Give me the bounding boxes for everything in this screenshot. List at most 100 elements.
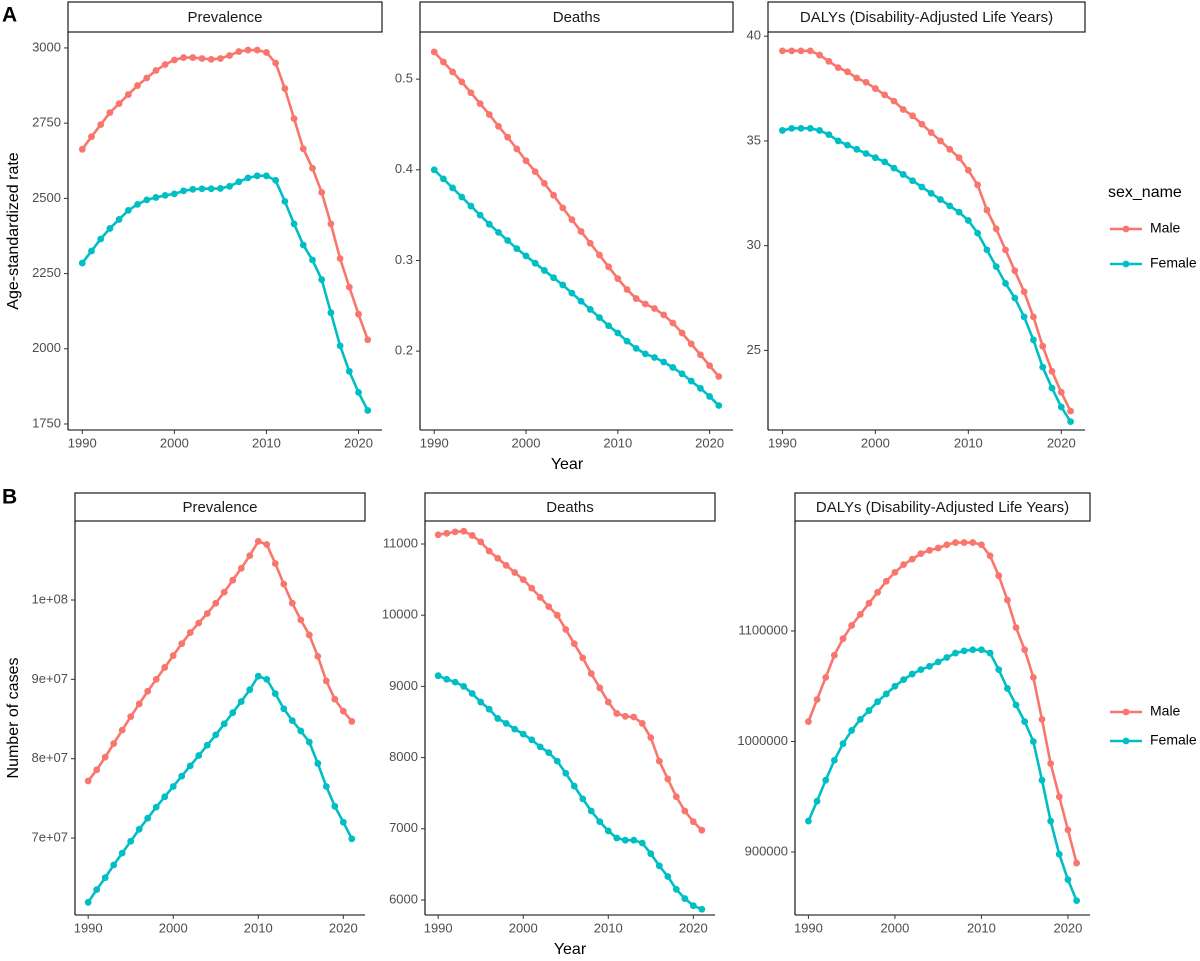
- data-point: [632, 345, 640, 352]
- data-point: [288, 599, 296, 607]
- x-tick-label: 2010: [244, 920, 273, 935]
- y-tick-label: 10000: [382, 607, 418, 622]
- data-point: [881, 158, 889, 166]
- data-point: [1047, 817, 1055, 825]
- data-point: [280, 705, 288, 713]
- data-point: [322, 783, 330, 790]
- data-point: [788, 47, 796, 55]
- data-point: [152, 675, 160, 683]
- data-point: [460, 527, 468, 535]
- data-point: [630, 713, 638, 721]
- data-point: [822, 776, 830, 784]
- y-tick-label: 9e+07: [31, 671, 68, 686]
- x-tick-label: 2000: [512, 435, 541, 450]
- legend-key-point: [1122, 708, 1130, 716]
- data-point: [531, 168, 539, 176]
- data-point: [960, 539, 968, 546]
- legend-key-point: [1122, 225, 1130, 233]
- x-tick-label: 2000: [880, 920, 909, 935]
- data-point: [865, 599, 873, 607]
- data-point: [254, 672, 262, 680]
- data-point: [689, 902, 697, 910]
- data-point: [485, 705, 493, 713]
- data-point: [830, 756, 838, 764]
- data-point: [604, 827, 612, 835]
- data-point: [797, 47, 805, 55]
- data-point: [613, 834, 621, 842]
- data-point: [253, 46, 261, 54]
- legend-key-point: [1122, 260, 1130, 268]
- data-point: [559, 281, 567, 289]
- data-point: [834, 137, 842, 145]
- x-tick-label: 2000: [159, 920, 188, 935]
- data-point: [106, 225, 114, 232]
- data-point: [1021, 646, 1029, 654]
- data-point: [468, 532, 476, 539]
- data-point: [180, 187, 187, 195]
- data-point: [331, 802, 339, 810]
- data-point: [862, 150, 870, 157]
- data-point: [195, 752, 203, 759]
- y-tick-label: 30: [747, 237, 761, 252]
- data-point: [297, 616, 305, 624]
- data-point: [613, 710, 621, 717]
- data-point: [715, 402, 723, 409]
- data-point: [874, 588, 882, 596]
- data-point: [495, 228, 502, 236]
- y-tick-label: 6000: [389, 891, 418, 906]
- x-axis-title: Year: [554, 941, 587, 958]
- data-point: [969, 646, 977, 654]
- data-point: [272, 59, 280, 67]
- legend-label: Male: [1150, 220, 1181, 236]
- data-point: [1020, 288, 1028, 296]
- data-point: [908, 670, 916, 678]
- data-point: [900, 676, 907, 683]
- data-point: [263, 675, 271, 683]
- data-point: [678, 329, 686, 337]
- data-point: [502, 720, 510, 727]
- data-point: [825, 57, 833, 65]
- data-point: [587, 807, 595, 815]
- data-point: [207, 185, 215, 193]
- data-point: [570, 640, 578, 648]
- data-point: [339, 818, 347, 826]
- data-point: [669, 319, 677, 327]
- data-point: [806, 124, 814, 132]
- y-tick-label: 1e+08: [31, 591, 68, 606]
- data-point: [504, 133, 512, 141]
- data-point: [143, 74, 151, 82]
- data-point: [689, 818, 697, 826]
- data-point: [570, 782, 578, 790]
- y-tick-label: 0.4: [395, 161, 413, 176]
- data-point: [161, 191, 169, 199]
- data-point: [143, 196, 151, 204]
- data-point: [195, 619, 203, 627]
- data-point: [908, 555, 916, 563]
- data-point: [813, 696, 821, 703]
- data-point: [899, 171, 907, 178]
- data-point: [706, 393, 713, 400]
- data-point: [348, 718, 356, 725]
- data-point: [440, 175, 447, 183]
- data-point: [281, 85, 289, 92]
- y-tick-label: 1000000: [737, 733, 788, 748]
- data-point: [937, 137, 944, 145]
- y-tick-label: 35: [747, 132, 761, 147]
- data-point: [946, 145, 954, 153]
- data-point: [697, 351, 704, 359]
- y-tick-label: 2000: [32, 340, 61, 355]
- data-point: [281, 197, 289, 205]
- data-point: [587, 670, 595, 677]
- data-point: [180, 54, 187, 61]
- data-point: [909, 112, 916, 120]
- data-point: [562, 626, 570, 633]
- y-tick-label: 2250: [32, 265, 61, 280]
- data-point: [536, 593, 544, 601]
- data-point: [314, 652, 322, 660]
- data-point: [115, 216, 123, 223]
- data-point: [336, 342, 344, 350]
- data-point: [280, 580, 288, 588]
- data-point: [226, 52, 234, 59]
- data-point: [660, 311, 668, 319]
- y-tick-label: 8e+07: [31, 750, 68, 765]
